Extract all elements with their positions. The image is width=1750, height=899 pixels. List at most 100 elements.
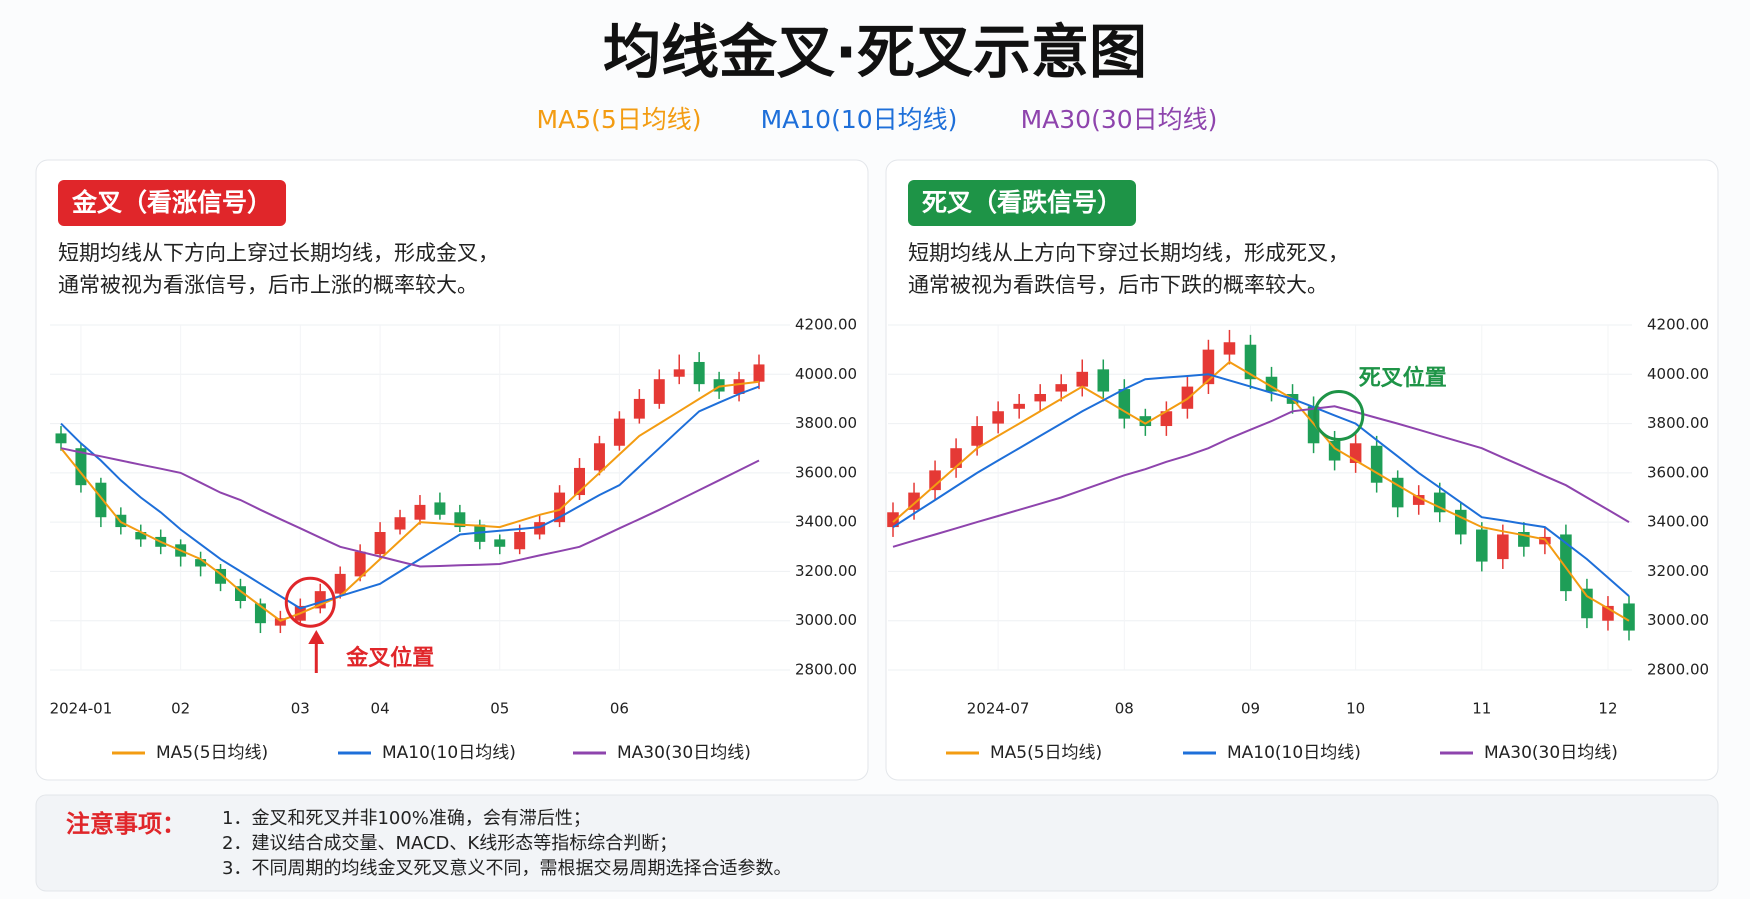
legend-label: MA10(10日均线) (382, 743, 516, 763)
candle-body (494, 539, 506, 547)
candle-body (1349, 443, 1362, 463)
x-tick-label: 10 (1346, 700, 1365, 718)
candle-body (908, 492, 920, 510)
candle-body (274, 618, 286, 626)
arrow-head (308, 630, 325, 644)
x-tick-label: 11 (1472, 700, 1491, 718)
legend-label: MA10(10日均线) (1227, 743, 1361, 763)
candle-body (1118, 389, 1131, 419)
candle-body (1160, 411, 1173, 427)
x-tick-label: 04 (371, 700, 390, 718)
candle-body (1602, 605, 1614, 621)
candle-body (1497, 534, 1509, 560)
candle-body (215, 568, 227, 584)
x-tick-label: 05 (490, 700, 509, 718)
candle-body (394, 517, 406, 530)
candle-body (1202, 349, 1215, 385)
candle-body (1454, 509, 1467, 535)
candle-body (534, 522, 546, 535)
panel (885, 159, 1719, 781)
y-tick-label: 3600.00 (1647, 463, 1709, 481)
cross-marker (1313, 389, 1365, 441)
ma-line (60, 380, 760, 622)
candle-body (1433, 492, 1446, 513)
candle-body (414, 504, 426, 520)
y-tick-label: 4000.00 (1647, 365, 1709, 383)
panel (35, 159, 869, 781)
candle-body (971, 426, 983, 446)
candle-body (1476, 529, 1488, 562)
y-tick-label: 4200.00 (795, 316, 857, 334)
y-tick-label: 3200.00 (795, 562, 857, 580)
badge-text: 金叉（看涨信号） (71, 188, 272, 217)
x-tick-label: 03 (291, 700, 310, 718)
y-tick-label: 4000.00 (795, 365, 857, 383)
candle-body (693, 361, 705, 385)
candle-body (1412, 495, 1425, 505)
legend-label: MA30(30日均线) (1484, 743, 1618, 763)
x-tick-label: 06 (610, 700, 629, 718)
candle-body (1097, 369, 1110, 392)
ma-line (60, 385, 760, 610)
candle-body (135, 532, 147, 540)
ma-line (60, 447, 760, 568)
candle-body (713, 379, 725, 392)
candle-body (314, 591, 326, 609)
description: 短期均线从下方向上穿过长期均线，形成金叉， (58, 241, 499, 265)
candle-body (55, 433, 67, 444)
candle-body (950, 448, 962, 468)
note-item: 1．金叉和死叉并非100%准确，会有滞后性； (222, 808, 591, 829)
header-legend: MA10(10日均线) (761, 105, 958, 134)
candle-body (1391, 477, 1404, 508)
candle-body (613, 418, 625, 446)
cross-marker (284, 576, 336, 628)
header-legend: MA30(30日均线) (1021, 105, 1218, 134)
candle-body (1518, 532, 1530, 547)
candle-body (1581, 588, 1593, 619)
candle-body (1139, 416, 1152, 427)
candle-body (574, 467, 585, 496)
legend-label: MA5(5日均线) (156, 743, 268, 763)
candle-body (1370, 445, 1383, 483)
legend-label: MA30(30日均线) (617, 743, 751, 763)
candle-body (1076, 371, 1089, 387)
y-tick-label: 2800.00 (1647, 661, 1709, 679)
candle-body (753, 364, 765, 382)
y-tick-label: 3600.00 (795, 463, 857, 481)
candle-body (1223, 342, 1236, 355)
candle-body (733, 379, 745, 394)
description: 通常被视为看涨信号，后市上涨的概率较大。 (58, 273, 478, 297)
y-tick-label: 3200.00 (1647, 562, 1709, 580)
badge-text: 死叉（看跌信号） (922, 188, 1122, 217)
x-tick-label: 2024-07 (967, 700, 1030, 718)
annotation: 金叉位置 (345, 645, 434, 671)
x-tick-label: 12 (1598, 700, 1617, 718)
candle-body (75, 448, 87, 486)
y-tick-label: 3400.00 (1647, 513, 1709, 531)
badge (908, 180, 1137, 226)
y-tick-label: 4200.00 (1647, 316, 1709, 334)
candle-body (1265, 376, 1278, 392)
candle-body (374, 532, 386, 555)
ma-line (892, 405, 1630, 548)
candle-body (434, 502, 446, 515)
ma-line (892, 373, 1630, 597)
candle-body (887, 512, 899, 528)
candle-body (1013, 403, 1025, 409)
candle-body (673, 369, 685, 377)
candle-body (254, 603, 266, 624)
candle-body (1034, 394, 1046, 402)
candle-body (334, 573, 346, 594)
y-tick-label: 3800.00 (795, 414, 857, 432)
candle-body (593, 443, 605, 471)
badge (58, 180, 287, 226)
candle-body (95, 482, 107, 518)
legend-label: MA5(5日均线) (990, 743, 1102, 763)
header-legend: MA5(5日均线) (537, 105, 702, 134)
note-item: 2．建议结合成交量、MACD、K线形态等指标综合判断； (222, 833, 677, 854)
notes-label: 注意事项： (66, 810, 186, 838)
y-tick-label: 2800.00 (795, 661, 857, 679)
y-tick-label: 3000.00 (795, 611, 857, 629)
candle-body (235, 586, 246, 601)
